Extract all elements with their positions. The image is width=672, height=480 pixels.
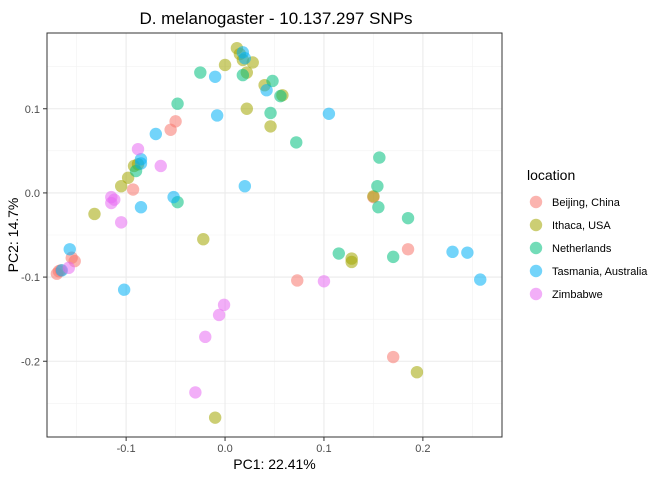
legend-label: Zimbabwe [552, 289, 603, 301]
x-tick-label: -0.1 [117, 443, 136, 455]
data-point [88, 207, 101, 221]
data-point [290, 136, 303, 149]
legend-label: Netherlands [552, 243, 612, 255]
legend-label: Ithaca, USA [552, 220, 611, 232]
data-point [194, 66, 207, 79]
data-point [154, 159, 167, 173]
data-point [114, 179, 128, 193]
data-point [373, 151, 386, 164]
plot-border [46, 32, 503, 438]
legend-title: location [527, 167, 575, 183]
x-tick-label: 0.1 [316, 443, 331, 455]
y-tick-label: -0.1 [21, 272, 40, 284]
chart-title: D. melanogaster - 10.137.297 SNPs [139, 9, 412, 28]
legend: location Beijing, China Ithaca, USA Nether… [527, 167, 648, 301]
data-point [367, 190, 380, 203]
data-point [401, 211, 415, 225]
data-point [317, 275, 331, 288]
data-point [446, 245, 459, 259]
data-point [260, 84, 273, 97]
data-point [208, 70, 222, 83]
y-axis-title: PC2: 14.7% [5, 198, 21, 273]
data-point [149, 127, 163, 141]
data-point [264, 120, 277, 133]
data-point [217, 298, 231, 312]
legend-key [529, 218, 543, 232]
data-point [117, 283, 131, 296]
data-point [291, 274, 304, 287]
data-point [238, 179, 252, 193]
y-tick-label: -0.2 [21, 356, 40, 368]
data-point [210, 109, 224, 122]
data-point [199, 330, 212, 344]
data-point [208, 411, 222, 424]
x-tick-label: 0.0 [217, 443, 232, 455]
y-tick-label: 0.1 [25, 104, 40, 116]
data-point [474, 273, 487, 286]
data-point [63, 243, 76, 256]
legend-key [529, 195, 543, 209]
data-point [126, 183, 140, 196]
data-point [322, 107, 336, 121]
legend-label: Beijing, China [552, 197, 621, 209]
data-point [461, 246, 474, 259]
data-point [371, 179, 384, 193]
data-point [345, 255, 358, 269]
data-point [167, 190, 180, 204]
data-point [238, 52, 252, 65]
data-point [264, 106, 277, 120]
data-point [197, 233, 210, 246]
data-point [218, 58, 232, 72]
y-tick-label: 0.0 [25, 188, 40, 200]
data-point [410, 365, 424, 379]
grid-minor [47, 33, 502, 437]
data-point [189, 386, 202, 399]
legend-label: Tasmania, Australia [552, 266, 648, 278]
data-points [50, 41, 487, 424]
data-point [332, 247, 345, 260]
data-point [62, 261, 75, 275]
x-tick-label: 0.2 [415, 443, 430, 455]
data-point [386, 350, 400, 364]
data-point [236, 68, 250, 82]
x-axis-ticks: -0.1 0.0 0.1 0.2 [117, 437, 431, 455]
data-point [386, 250, 400, 264]
data-point [171, 97, 184, 110]
data-point [169, 115, 182, 128]
data-point [240, 102, 254, 115]
data-point [131, 142, 145, 156]
data-point [134, 201, 148, 214]
data-point [266, 74, 279, 88]
legend-key [529, 287, 543, 301]
data-point [372, 201, 385, 214]
y-axis-ticks: -0.2 -0.1 0.0 0.1 [21, 104, 47, 368]
x-axis-title: PC1: 22.41% [233, 456, 316, 472]
legend-key [529, 264, 543, 278]
data-point [401, 243, 415, 256]
data-point [274, 89, 287, 103]
data-point [212, 308, 226, 322]
data-point [108, 193, 121, 206]
data-point [134, 157, 148, 170]
grid-major [47, 33, 502, 437]
data-point [114, 216, 128, 229]
legend-key [529, 241, 543, 255]
